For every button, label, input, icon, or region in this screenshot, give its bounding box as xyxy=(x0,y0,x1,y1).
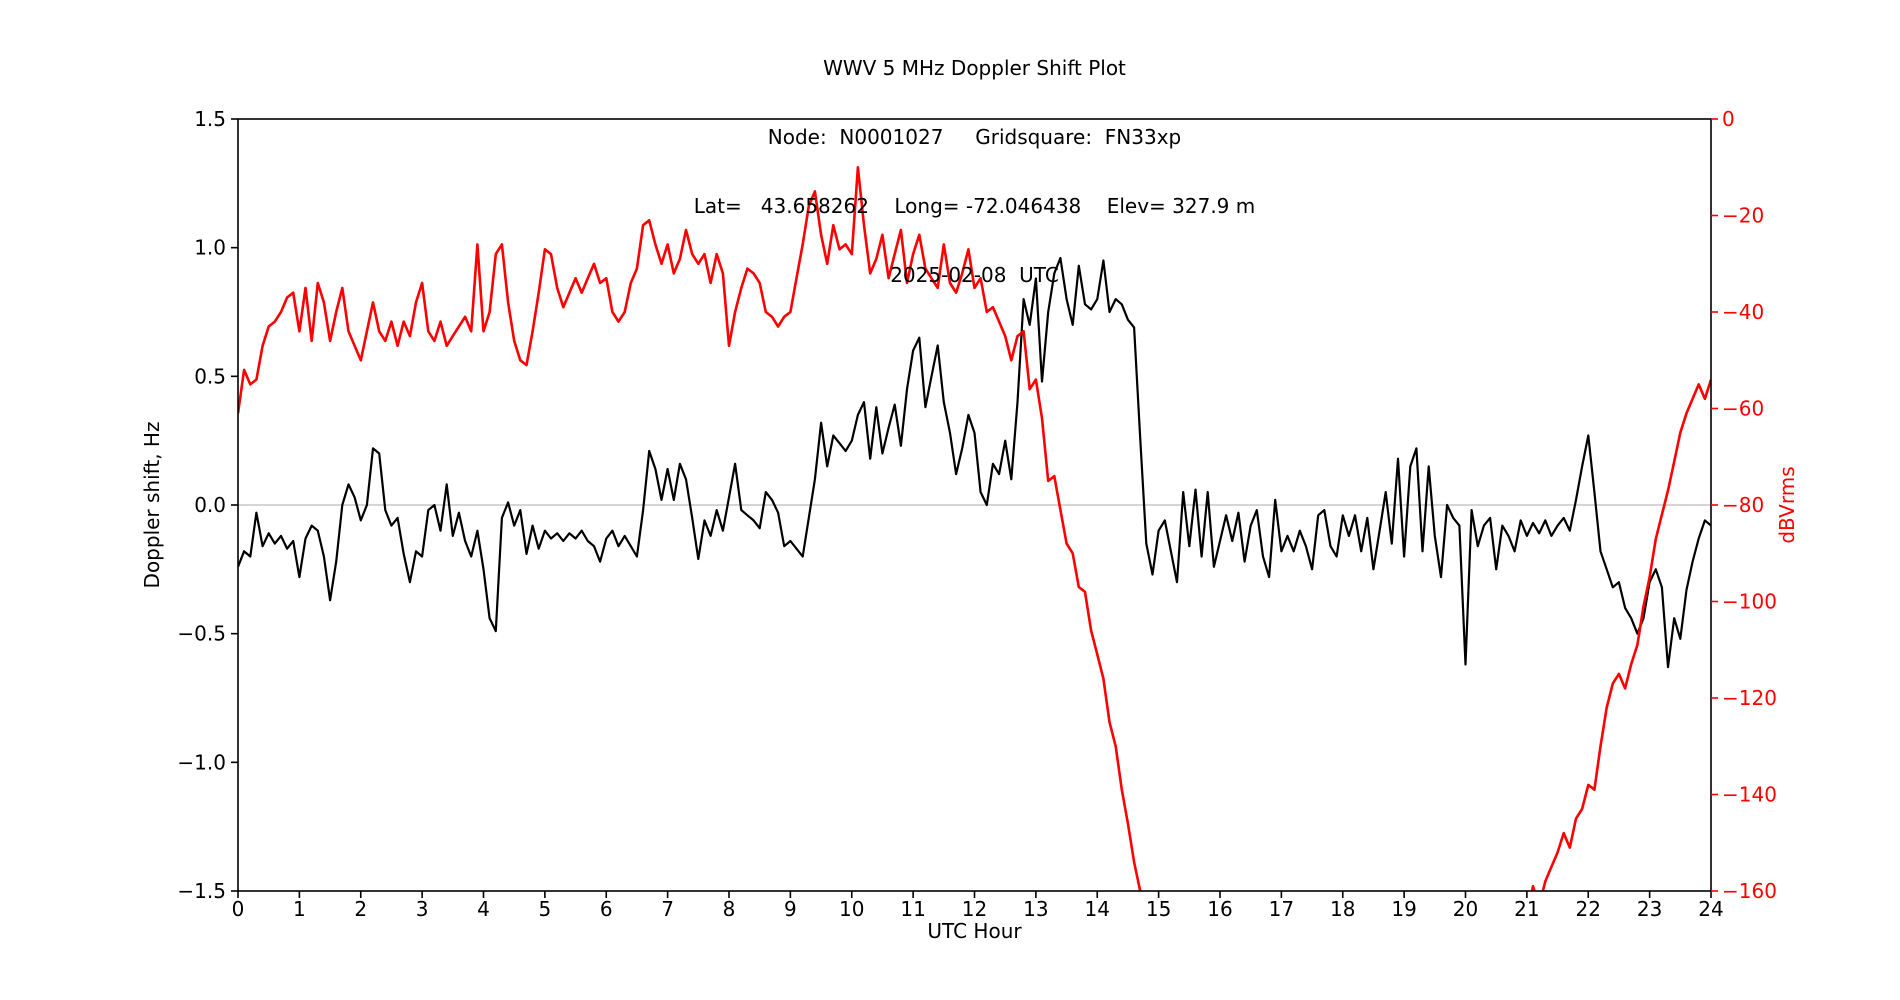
right-y-tick-label: 0 xyxy=(1722,107,1735,131)
x-axis-ticks: 0 1 2 3 4 5 6 7 8 9 10 11 12 13 14 15 16 17 18 19 20 21 22 23 24 xyxy=(232,891,1724,921)
x-tick-label: 15 xyxy=(1146,897,1171,921)
x-tick-label: 4 xyxy=(477,897,490,921)
x-tick-label: 5 xyxy=(539,897,552,921)
x-tick-label: 11 xyxy=(900,897,925,921)
x-tick-label: 19 xyxy=(1391,897,1416,921)
left-y-tick-label: −0.5 xyxy=(177,622,226,646)
x-tick-label: 3 xyxy=(416,897,429,921)
chart-title-line4-date: 2025-02-08 UTC xyxy=(890,263,1059,287)
x-tick-label: 1 xyxy=(293,897,306,921)
chart-title-block: WWV 5 MHz Doppler Shift Plot Node: N0001… xyxy=(238,11,1711,333)
x-tick-label: 14 xyxy=(1085,897,1110,921)
x-tick-label: 9 xyxy=(784,897,797,921)
left-y-tick-label: 1.5 xyxy=(194,107,226,131)
x-tick-label: 23 xyxy=(1637,897,1662,921)
dbvrms-series-line xyxy=(238,166,1711,891)
right-y-tick-label: −20 xyxy=(1722,204,1764,228)
x-tick-label: 0 xyxy=(232,897,245,921)
x-tick-label: 8 xyxy=(723,897,736,921)
x-tick-label: 20 xyxy=(1453,897,1478,921)
x-tick-label: 16 xyxy=(1207,897,1232,921)
chart-title-line3-lat-long-elev: Lat= 43.658262 Long= -72.046438 Elev= 32… xyxy=(693,194,1256,218)
left-y-tick-label: −1.0 xyxy=(177,750,226,774)
right-y-tick-label: −80 xyxy=(1722,493,1764,517)
right-axis-title: dBVrms xyxy=(1775,466,1799,544)
x-tick-label: 22 xyxy=(1576,897,1601,921)
chart-title-line2-node-gridsquare: Node: N0001027 Gridsquare: FN33xp xyxy=(767,125,1182,149)
x-tick-label: 13 xyxy=(1023,897,1048,921)
x-tick-label: 6 xyxy=(600,897,613,921)
left-y-tick-label: 0.0 xyxy=(194,493,226,517)
doppler-series-line xyxy=(238,256,1711,669)
x-tick-label: 10 xyxy=(839,897,864,921)
right-y-tick-label: −60 xyxy=(1722,397,1764,421)
right-y-tick-label: −140 xyxy=(1722,783,1777,807)
x-axis-title: UTC Hour xyxy=(927,919,1022,943)
chart-title-line1: WWV 5 MHz Doppler Shift Plot xyxy=(823,56,1126,80)
left-y-axis-ticks: 1.5 1.0 0.5 0.0 −0.5 −1.0 −1.5 xyxy=(177,107,238,903)
right-y-tick-label: −40 xyxy=(1722,300,1764,324)
x-tick-label: 7 xyxy=(661,897,674,921)
x-tick-label: 18 xyxy=(1330,897,1355,921)
right-y-tick-label: −120 xyxy=(1722,686,1777,710)
left-y-tick-label: −1.5 xyxy=(177,879,226,903)
left-y-tick-label: 0.5 xyxy=(194,364,226,388)
x-tick-label: 12 xyxy=(962,897,987,921)
x-tick-label: 21 xyxy=(1514,897,1539,921)
left-axis-title: Doppler shift, Hz xyxy=(140,421,164,589)
right-y-axis-ticks: 0 −20 −40 −60 −80 −100 −120 −140 −160 xyxy=(1711,107,1777,903)
left-y-tick-label: 1.0 xyxy=(194,236,226,260)
x-tick-label: 17 xyxy=(1269,897,1294,921)
series-group xyxy=(238,166,1711,891)
x-tick-label: 2 xyxy=(354,897,367,921)
x-tick-label: 24 xyxy=(1698,897,1723,921)
right-y-tick-label: −160 xyxy=(1722,879,1777,903)
right-y-tick-label: −100 xyxy=(1722,590,1777,614)
